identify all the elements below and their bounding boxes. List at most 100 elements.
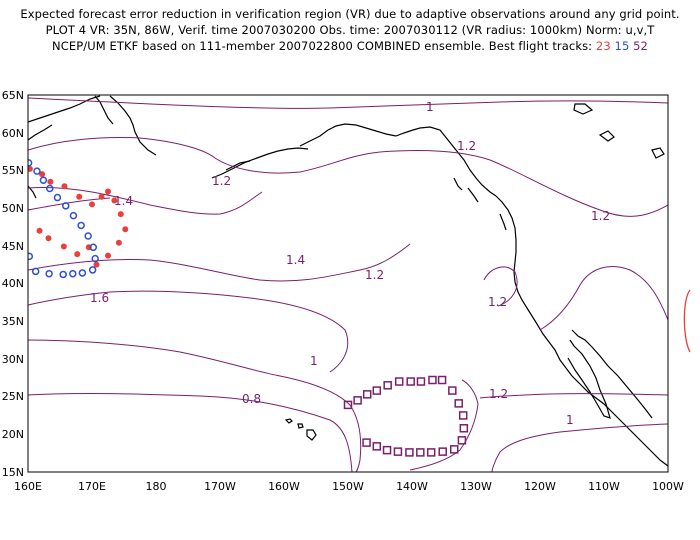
track-52-point: [343, 400, 353, 410]
track-15-point: [69, 211, 78, 220]
lat-tick-label: 15N: [2, 466, 24, 479]
lat-tick-label: 30N: [2, 353, 24, 366]
track-23-point: [1, 178, 7, 184]
lon-tick-label: 150W: [332, 480, 364, 493]
track-52-point: [394, 377, 404, 386]
track-23-point: [61, 183, 68, 190]
track-15-point: [89, 243, 98, 252]
track-15-point: [78, 269, 87, 277]
track-23-point: [10, 193, 16, 199]
flight-track-markers: [0, 149, 469, 457]
contour-label: 1: [426, 100, 434, 114]
map-frame: [27, 94, 669, 473]
lat-tick-label: 40N: [2, 277, 24, 290]
track-15-point: [84, 232, 92, 240]
lat-tick-label: 65N: [2, 89, 24, 102]
track-52-point: [382, 445, 392, 455]
track-15-point: [13, 226, 19, 232]
track-23-point: [105, 188, 111, 195]
contour-label: 1.2: [489, 387, 508, 401]
track-52-point: [457, 436, 467, 445]
track-15-point: [39, 176, 48, 184]
lon-tick-label: 180: [146, 480, 167, 493]
track-52-point: [393, 447, 403, 456]
contour-label: 1.2: [457, 139, 476, 153]
contour-label: 1: [310, 354, 318, 368]
lat-tick-label: 25N: [2, 390, 24, 403]
lat-tick-label: 55N: [2, 164, 24, 177]
track-15-point: [77, 221, 85, 230]
track-label-52: 52: [633, 39, 648, 53]
track-23-point: [98, 193, 105, 200]
contour-label: 1.4: [114, 194, 133, 208]
lat-tick-label: 20N: [2, 428, 24, 441]
track-23-point: [16, 149, 22, 155]
track-label-15: 15: [614, 39, 630, 53]
track-15-point: [33, 167, 41, 175]
lon-tick-label: 100W: [652, 480, 684, 493]
track-52-point: [372, 442, 382, 451]
track-52-point: [458, 411, 468, 420]
track-23-point: [115, 239, 122, 246]
title-line-3-text: NCEP/UM ETKF based on 111-member 2007022…: [52, 39, 593, 53]
track-52-point: [438, 447, 447, 456]
track-23-point: [89, 201, 95, 208]
longitude-axis: 160E 170E 180 170W 160W 150W 140W 130W 1…: [14, 480, 684, 493]
contour-label: 1.6: [90, 291, 109, 305]
track-23-point: [60, 243, 67, 250]
lon-tick-label: 170E: [78, 480, 106, 493]
track-52-point: [406, 377, 415, 386]
lon-tick-label: 170W: [204, 480, 236, 493]
contour-label: 1: [566, 413, 574, 427]
track-15-point: [91, 254, 99, 263]
lat-tick-label: 35N: [2, 315, 24, 328]
contour-label: 1.2: [365, 268, 384, 282]
track-52-point: [362, 390, 372, 399]
track-52-point: [416, 377, 426, 386]
map-title-line-3: NCEP/UM ETKF based on 111-member 2007022…: [0, 38, 700, 54]
track-15-point: [45, 269, 53, 278]
track-15-point: [53, 193, 62, 202]
track-23-point: [105, 252, 111, 259]
contour-label: 1.4: [286, 253, 305, 267]
track-15-point: [31, 267, 40, 276]
track-15-point: [0, 186, 5, 192]
track-15-point: [15, 153, 21, 159]
track-23-point: [93, 261, 100, 268]
lon-tick-label: 110W: [588, 480, 620, 493]
contour-label: 1.2: [212, 174, 231, 188]
track-52-point: [353, 396, 362, 405]
contour-label: 0.8: [242, 392, 261, 406]
track-52-point: [383, 381, 392, 390]
track-52-point: [454, 399, 463, 408]
track-23-point: [117, 211, 124, 218]
track-52-point: [362, 438, 371, 447]
track-23-point: [74, 251, 81, 258]
track-52-point: [372, 386, 382, 395]
track-15-point: [46, 184, 54, 193]
lon-tick-label: 160E: [14, 480, 42, 493]
lon-tick-label: 120W: [524, 480, 556, 493]
lon-tick-label: 160W: [268, 480, 300, 493]
verification-region-edge: [683, 289, 691, 353]
track-52-point: [437, 375, 447, 385]
contour-label: 1.2: [591, 209, 610, 223]
track-23-point: [47, 178, 54, 185]
track-15-point: [28, 252, 34, 261]
track-23-point: [76, 193, 83, 200]
contour-label-group: 1 1.2 1.4 1.2 1.6 1.2 1.2 1.2 1.4 1 0.8 …: [90, 100, 610, 427]
track-23-point: [28, 165, 33, 172]
track-23-point: [36, 227, 43, 234]
track-52-point: [416, 448, 425, 457]
track-label-23: 23: [595, 39, 611, 53]
track-15-point: [59, 270, 67, 279]
track-23-point: [39, 171, 46, 178]
map-title-line-1: Expected forecast error reduction in ver…: [20, 7, 680, 21]
track-15-point: [28, 159, 33, 167]
track-52-point: [405, 448, 414, 457]
track-52-point: [426, 448, 436, 457]
coastlines: [28, 95, 668, 467]
track-15-point: [88, 266, 97, 274]
lon-tick-label: 130W: [460, 480, 492, 493]
